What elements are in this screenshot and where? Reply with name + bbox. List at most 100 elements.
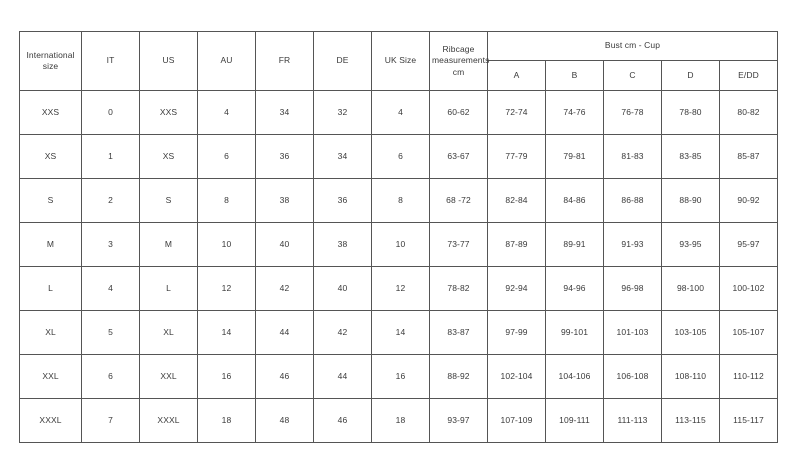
cell-cup-d: 113-115 — [661, 398, 720, 443]
cell-international-size: XS — [19, 134, 82, 179]
column-header-au: AU — [197, 31, 256, 91]
size-conversion-table: International size IT US AU FR DE UK Size Ribca… — [19, 31, 778, 443]
cell-international-size: S — [19, 178, 82, 223]
cell-fr: 48 — [255, 398, 314, 443]
cell-fr: 38 — [255, 178, 314, 223]
cell-it: 5 — [81, 310, 140, 355]
cell-us: XS — [139, 134, 198, 179]
cell-us: XXS — [139, 90, 198, 135]
cell-ribcage: 78-82 — [429, 266, 488, 311]
cell-cup-b: 79-81 — [545, 134, 604, 179]
cell-cup-d: 78-80 — [661, 90, 720, 135]
cell-cup-d: 88-90 — [661, 178, 720, 223]
cell-fr: 36 — [255, 134, 314, 179]
table-body: XXS 0 XXS 4 34 32 4 60-62 72-74 74-76 76-78 78-80 80… — [19, 90, 778, 443]
cell-cup-c: 86-88 — [603, 178, 662, 223]
cell-uk-size: 16 — [371, 354, 430, 399]
cell-cup-a: 82-84 — [487, 178, 546, 223]
cell-uk-size: 6 — [371, 134, 430, 179]
cell-cup-edd: 95-97 — [719, 222, 778, 267]
column-header-cup-b: B — [545, 60, 604, 91]
table-row: XXXL 7 XXXL 18 48 46 18 93-97 107-109 109-111 111-… — [19, 398, 778, 443]
cell-cup-d: 108-110 — [661, 354, 720, 399]
cell-international-size: XXXL — [19, 398, 82, 443]
cell-cup-c: 101-103 — [603, 310, 662, 355]
column-header-fr: FR — [255, 31, 314, 91]
cell-fr: 40 — [255, 222, 314, 267]
cell-cup-c: 111-113 — [603, 398, 662, 443]
cell-de: 34 — [313, 134, 372, 179]
cell-it: 4 — [81, 266, 140, 311]
column-header-de: DE — [313, 31, 372, 91]
cell-us: XL — [139, 310, 198, 355]
cell-cup-edd: 105-107 — [719, 310, 778, 355]
cell-ribcage: 83-87 — [429, 310, 488, 355]
cell-cup-b: 89-91 — [545, 222, 604, 267]
cell-cup-a: 92-94 — [487, 266, 546, 311]
cell-cup-c: 96-98 — [603, 266, 662, 311]
cell-cup-a: 107-109 — [487, 398, 546, 443]
cell-fr: 44 — [255, 310, 314, 355]
column-header-cup-a: A — [487, 60, 546, 91]
table-row: L 4 L 12 42 40 12 78-82 92-94 94-96 96-98 98-100 100… — [19, 266, 778, 311]
cell-ribcage: 73-77 — [429, 222, 488, 267]
cell-cup-edd: 110-112 — [719, 354, 778, 399]
cell-au: 8 — [197, 178, 256, 223]
column-header-international-size: International size — [19, 31, 82, 91]
cell-it: 6 — [81, 354, 140, 399]
cell-uk-size: 18 — [371, 398, 430, 443]
cell-cup-edd: 85-87 — [719, 134, 778, 179]
cell-au: 6 — [197, 134, 256, 179]
cell-au: 16 — [197, 354, 256, 399]
table-row: XL 5 XL 14 44 42 14 83-87 97-99 99-101 101-103 103-… — [19, 310, 778, 355]
cell-cup-b: 109-111 — [545, 398, 604, 443]
cell-ribcage: 63-67 — [429, 134, 488, 179]
column-group-header-bust-cup: Bust cm - Cup — [487, 31, 778, 61]
table-row: XXS 0 XXS 4 34 32 4 60-62 72-74 74-76 76-78 78-80 80… — [19, 90, 778, 135]
cell-us: L — [139, 266, 198, 311]
cell-ribcage: 93-97 — [429, 398, 488, 443]
cell-ribcage: 60-62 — [429, 90, 488, 135]
cell-au: 12 — [197, 266, 256, 311]
cell-cup-edd: 90-92 — [719, 178, 778, 223]
cell-it: 3 — [81, 222, 140, 267]
cell-international-size: M — [19, 222, 82, 267]
cell-cup-d: 103-105 — [661, 310, 720, 355]
column-header-ribcage: Ribcage measurements cm — [429, 31, 489, 91]
cell-cup-c: 81-83 — [603, 134, 662, 179]
cell-uk-size: 10 — [371, 222, 430, 267]
cell-au: 4 — [197, 90, 256, 135]
cell-cup-d: 93-95 — [661, 222, 720, 267]
cell-us: M — [139, 222, 198, 267]
cell-international-size: XXS — [19, 90, 82, 135]
cell-it: 7 — [81, 398, 140, 443]
column-header-uk-size: UK Size — [371, 31, 430, 91]
cell-uk-size: 4 — [371, 90, 430, 135]
size-chart-container: International size IT US AU FR DE UK Size Ribca… — [19, 31, 778, 443]
cell-uk-size: 14 — [371, 310, 430, 355]
cell-cup-edd: 100-102 — [719, 266, 778, 311]
table-row: M 3 M 10 40 38 10 73-77 87-89 89-91 91-93 93-95 95-9… — [19, 222, 778, 267]
cell-it: 2 — [81, 178, 140, 223]
header-row-primary: International size IT US AU FR DE UK Size Ribca… — [19, 31, 778, 91]
cell-uk-size: 8 — [371, 178, 430, 223]
cell-de: 36 — [313, 178, 372, 223]
cell-cup-a: 87-89 — [487, 222, 546, 267]
cell-cup-c: 76-78 — [603, 90, 662, 135]
cell-au: 10 — [197, 222, 256, 267]
cell-cup-d: 83-85 — [661, 134, 720, 179]
cell-de: 38 — [313, 222, 372, 267]
column-header-it: IT — [81, 31, 140, 91]
cell-de: 46 — [313, 398, 372, 443]
cell-it: 0 — [81, 90, 140, 135]
cell-uk-size: 12 — [371, 266, 430, 311]
cell-de: 42 — [313, 310, 372, 355]
cell-fr: 46 — [255, 354, 314, 399]
table-row: XS 1 XS 6 36 34 6 63-67 77-79 79-81 81-83 83-85 85-8… — [19, 134, 778, 179]
cell-ribcage: 88-92 — [429, 354, 488, 399]
cell-cup-b: 84-86 — [545, 178, 604, 223]
cell-de: 44 — [313, 354, 372, 399]
column-header-cup-edd: E/DD — [719, 60, 778, 91]
cell-cup-a: 77-79 — [487, 134, 546, 179]
cell-fr: 42 — [255, 266, 314, 311]
